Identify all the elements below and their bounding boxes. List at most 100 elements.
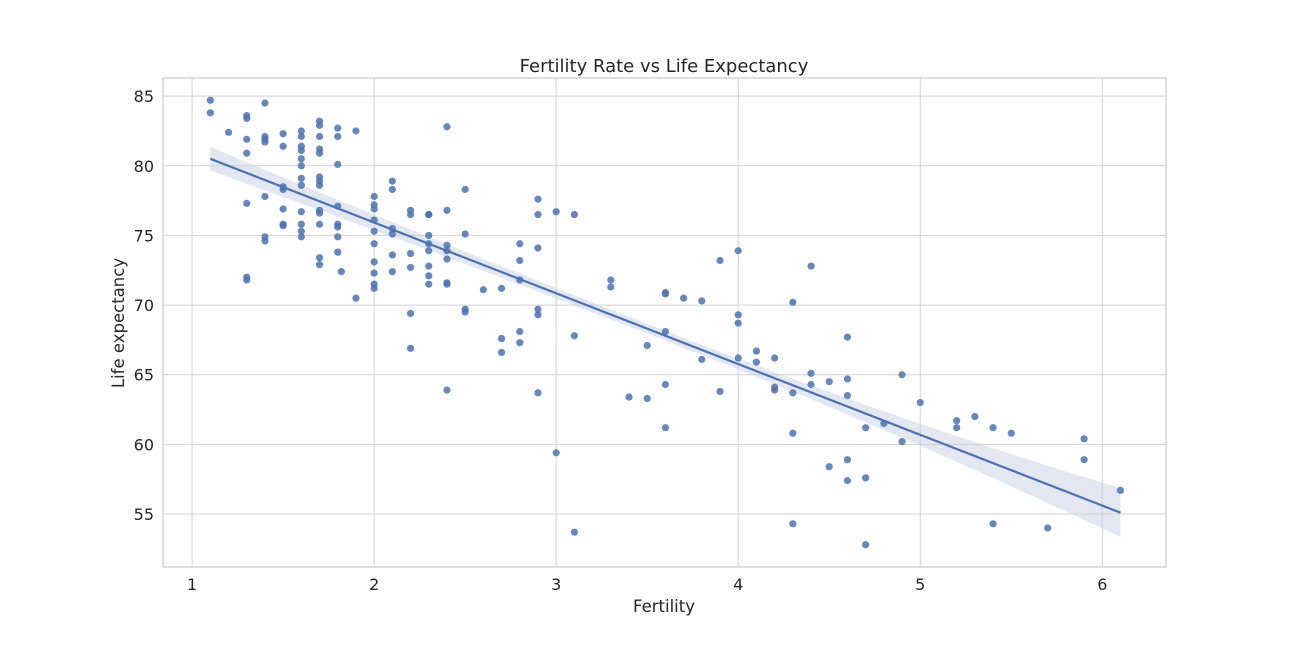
data-point — [425, 280, 433, 288]
data-point — [497, 334, 506, 343]
data-point — [297, 227, 305, 235]
data-point — [843, 456, 852, 464]
data-point — [261, 99, 269, 107]
data-point — [789, 520, 797, 528]
y-tick-label: 70 — [134, 296, 154, 315]
grid-lines — [163, 78, 1166, 567]
data-point — [989, 520, 997, 528]
data-point — [843, 477, 852, 485]
x-tick-label: 2 — [369, 575, 379, 594]
data-point — [425, 231, 433, 240]
data-point — [297, 181, 305, 189]
data-point — [279, 205, 287, 213]
x-tick-label: 4 — [733, 575, 743, 594]
data-point — [807, 369, 815, 377]
data-point — [716, 387, 724, 396]
y-tick-label: 65 — [134, 366, 154, 385]
data-point — [661, 290, 670, 298]
data-point — [243, 276, 251, 284]
data-point — [388, 185, 396, 194]
data-point — [752, 347, 761, 355]
data-point — [898, 438, 906, 446]
data-point — [243, 114, 251, 123]
data-point — [989, 424, 997, 432]
data-point — [680, 294, 688, 302]
data-point — [443, 123, 451, 131]
data-point — [337, 268, 345, 276]
data-point — [807, 262, 815, 270]
data-point — [862, 424, 870, 432]
data-point — [534, 305, 542, 313]
data-point — [388, 268, 396, 276]
data-point — [443, 255, 451, 263]
data-point — [370, 258, 378, 266]
x-tick-label: 3 — [551, 575, 561, 594]
data-point — [716, 256, 724, 265]
regression-line-path — [209, 157, 1121, 514]
data-point — [497, 348, 506, 357]
data-point — [534, 389, 542, 397]
data-point — [297, 162, 305, 170]
data-point — [315, 220, 324, 228]
data-point — [443, 280, 451, 288]
y-tick-labels: 55 60 65 70 75 80 85 — [134, 87, 154, 524]
data-point — [224, 128, 233, 136]
data-point — [898, 371, 906, 379]
data-point — [461, 308, 469, 316]
data-point — [971, 412, 979, 421]
data-point — [516, 327, 524, 336]
data-point — [1007, 429, 1015, 437]
chart-title: Fertility Rate vs Life Expectancy — [520, 56, 809, 77]
data-point — [789, 298, 797, 306]
data-point — [752, 358, 761, 366]
data-point — [516, 240, 524, 248]
data-point — [334, 248, 342, 256]
data-point — [334, 233, 342, 241]
y-axis-label: Life expectancy — [109, 258, 128, 388]
data-point — [552, 449, 560, 457]
data-point — [534, 210, 542, 219]
data-point — [825, 463, 833, 471]
data-point — [425, 210, 433, 219]
data-point — [1080, 435, 1088, 443]
data-point — [862, 541, 870, 549]
data-point — [461, 230, 469, 238]
data-point — [406, 263, 415, 272]
data-point — [243, 135, 251, 143]
data-point — [297, 174, 305, 182]
data-point — [370, 240, 378, 248]
data-point — [862, 474, 870, 482]
x-tick-label: 5 — [915, 575, 925, 594]
data-point — [443, 386, 451, 394]
data-point — [534, 244, 542, 252]
data-point — [279, 130, 287, 138]
data-point — [334, 124, 342, 132]
data-point — [334, 132, 342, 141]
data-point — [406, 210, 415, 219]
data-point — [516, 339, 524, 347]
data-point — [297, 127, 305, 135]
plot-frame — [162, 77, 1167, 568]
data-point — [734, 247, 742, 255]
data-point — [206, 109, 214, 117]
y-tick-label: 60 — [134, 435, 154, 454]
data-point — [771, 354, 779, 362]
data-point — [570, 528, 578, 536]
data-point — [789, 429, 797, 437]
y-tick-label: 55 — [134, 505, 154, 524]
data-point — [461, 185, 469, 194]
data-point — [1080, 456, 1088, 464]
data-point — [570, 210, 578, 219]
data-point — [643, 341, 651, 350]
data-point — [734, 319, 742, 327]
data-point — [825, 378, 833, 386]
data-point — [406, 249, 415, 258]
data-point — [315, 181, 324, 189]
data-point — [698, 355, 706, 364]
data-point — [953, 417, 961, 425]
data-point — [425, 262, 433, 270]
data-point — [297, 220, 305, 228]
data-point — [552, 208, 560, 216]
data-point — [807, 380, 815, 389]
